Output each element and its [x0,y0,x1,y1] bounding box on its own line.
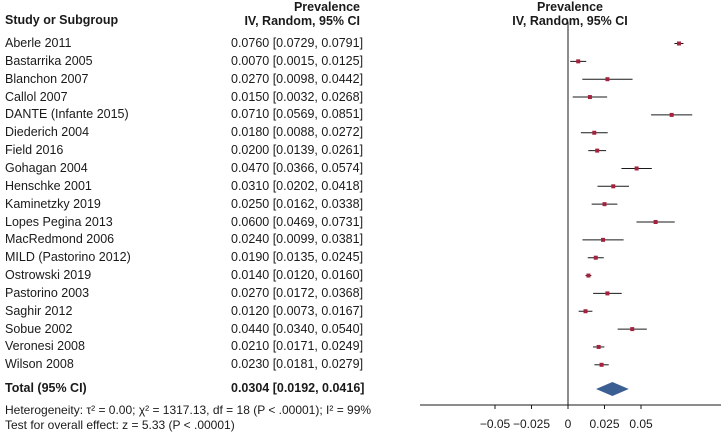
study-estimate: 0.0200 [0.0139, 0.0261] [231,143,364,158]
study-estimate: 0.0250 [0.0162, 0.0338] [231,196,364,211]
total-label: Total (95% CI) [5,381,87,395]
study-name: Wilson 2008 [5,357,74,372]
study-estimate: 0.0140 [0.0120, 0.0160] [231,268,364,283]
study-estimate: 0.0240 [0.0099, 0.0381] [231,232,364,247]
study-column-header: Study or Subgroup [5,13,119,27]
study-point-marker [587,95,592,100]
study-estimate: 0.0440 [0.0340, 0.0540] [231,321,364,336]
heterogeneity-text: Heterogeneity: τ² = 0.00; χ² = 1317.13, … [5,403,372,417]
study-point-marker [602,202,607,207]
study-point-marker [676,41,681,46]
study-name: Pastorino 2003 [5,285,90,300]
study-estimate: 0.0470 [0.0366, 0.0574] [231,160,364,175]
study-name: Diederich 2004 [5,125,90,140]
study-point-marker [669,112,674,117]
study-name: Saghir 2012 [5,303,73,318]
study-name: Veronesi 2008 [5,339,85,354]
plot-header-subtitle: IV, Random, 95% CI [512,14,628,28]
study-point-marker [583,309,588,314]
x-tick-label: −0.025 [513,417,550,431]
study-estimate: 0.0120 [0.0073, 0.0167] [231,303,364,318]
plot-column-header: Prevalence IV, Random, 95% CI [430,0,710,28]
study-name: Kaminetzky 2019 [5,196,101,211]
study-estimate: 0.0310 [0.0202, 0.0418] [231,178,364,193]
study-estimate: 0.0210 [0.0171, 0.0249] [231,339,364,354]
study-name: MacRedmond 2006 [5,232,115,247]
study-point-marker [605,77,610,82]
study-point-marker [653,220,658,224]
study-estimate: 0.0180 [0.0088, 0.0272] [231,125,364,140]
overall-effect-text: Test for overall effect: z = 5.33 (P < .… [5,418,235,432]
study-estimate: 0.0270 [0.0098, 0.0442] [231,71,364,86]
study-name: Lopes Pegina 2013 [5,214,113,229]
prevalence-column-header: Prevalence IV, Random, 95% CI [231,0,360,28]
x-tick-label: −0.05 [480,417,511,431]
study-point-marker [595,148,600,153]
plot-header-title: Prevalence [536,0,604,14]
study-estimate: 0.0150 [0.0032, 0.0268] [231,89,364,104]
study-point-marker [630,327,635,332]
study-point-marker [611,184,616,189]
study-estimate: 0.0600 [0.0469, 0.0731] [231,214,364,229]
study-name: Blanchon 2007 [5,71,89,86]
study-point-marker [634,166,639,171]
study-estimate: 0.0710 [0.0569, 0.0851] [231,107,364,122]
study-name: MILD (Pastorino 2012) [5,250,131,265]
prevalence-header-subtitle: IV, Random, 95% CI [244,14,360,28]
study-name: Sobue 2002 [5,321,73,336]
x-tick-label: 0.025 [589,417,619,431]
x-tick-label: 0.05 [629,417,653,431]
study-point-marker [605,291,610,296]
study-name: Aberle 2011 [5,36,72,50]
prevalence-header-title: Prevalence [293,0,360,14]
study-estimate: 0.0070 [0.0015, 0.0125] [231,53,364,68]
study-name: Field 2016 [5,143,64,158]
study-point-marker [601,237,606,242]
study-name: Henschke 2001 [5,178,92,193]
study-point-marker [596,344,601,349]
study-point-marker [593,255,598,260]
study-estimate: 0.0190 [0.0135, 0.0245] [231,250,364,265]
study-name: Gohagan 2004 [5,160,88,175]
study-point-marker [599,362,604,367]
x-tick-label: 0 [565,417,572,431]
study-name: Bastarrika 2005 [5,53,93,68]
study-name: DANTE (Infante 2015) [5,107,129,122]
study-estimate: 0.0230 [0.0181, 0.0279] [231,357,364,372]
total-estimate: 0.0304 [0.0192, 0.0416] [231,381,365,395]
study-point-marker [586,273,591,278]
study-estimate: 0.0760 [0.0729, 0.0791] [231,36,364,50]
study-estimate: 0.0270 [0.0172, 0.0368] [231,285,364,300]
study-name: Callol 2007 [5,89,68,104]
study-name: Ostrowski 2019 [5,268,92,283]
study-point-marker [576,59,581,64]
pooled-estimate-diamond [596,382,629,396]
study-point-marker [592,130,597,135]
